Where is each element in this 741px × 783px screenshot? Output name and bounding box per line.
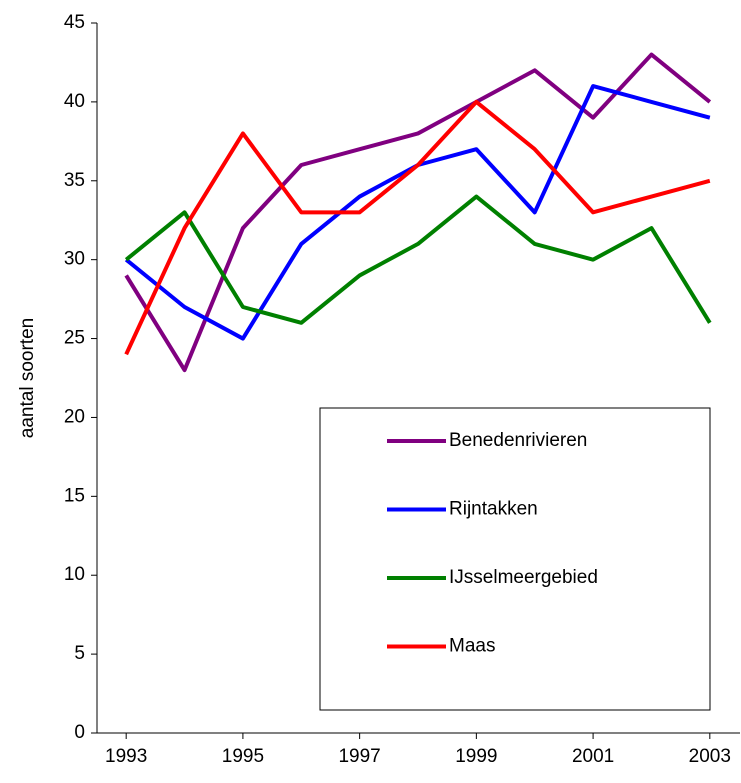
legend-label: Rijntakken	[449, 499, 538, 520]
legend-label: IJsselmeergebied	[449, 567, 598, 588]
y-tick-label: 30	[64, 249, 85, 270]
legend-label: Maas	[449, 636, 495, 657]
y-tick-label: 35	[64, 170, 85, 191]
y-tick-label: 20	[64, 406, 85, 427]
legend	[319, 407, 711, 711]
y-tick-label: 40	[64, 91, 85, 112]
y-tick-label: 25	[64, 328, 85, 349]
line-series	[124, 99, 711, 356]
x-tick-label: 2003	[689, 746, 731, 767]
y-tick-label: 10	[64, 564, 85, 585]
x-tick-label: 1993	[105, 746, 147, 767]
line-series	[124, 194, 712, 325]
x-tick-label: 2001	[572, 746, 614, 767]
y-tick-label: 45	[64, 12, 85, 33]
y-tick-label: 15	[64, 485, 85, 506]
legend-label: Benedenrivieren	[449, 430, 587, 451]
y-tick-label: 0	[74, 722, 85, 743]
y-axis-label: aantal soorten	[17, 318, 38, 438]
x-tick-label: 1995	[222, 746, 264, 767]
x-tick-label: 1997	[338, 746, 380, 767]
y-tick-label: 5	[74, 643, 85, 664]
x-tick-label: 1999	[455, 746, 497, 767]
